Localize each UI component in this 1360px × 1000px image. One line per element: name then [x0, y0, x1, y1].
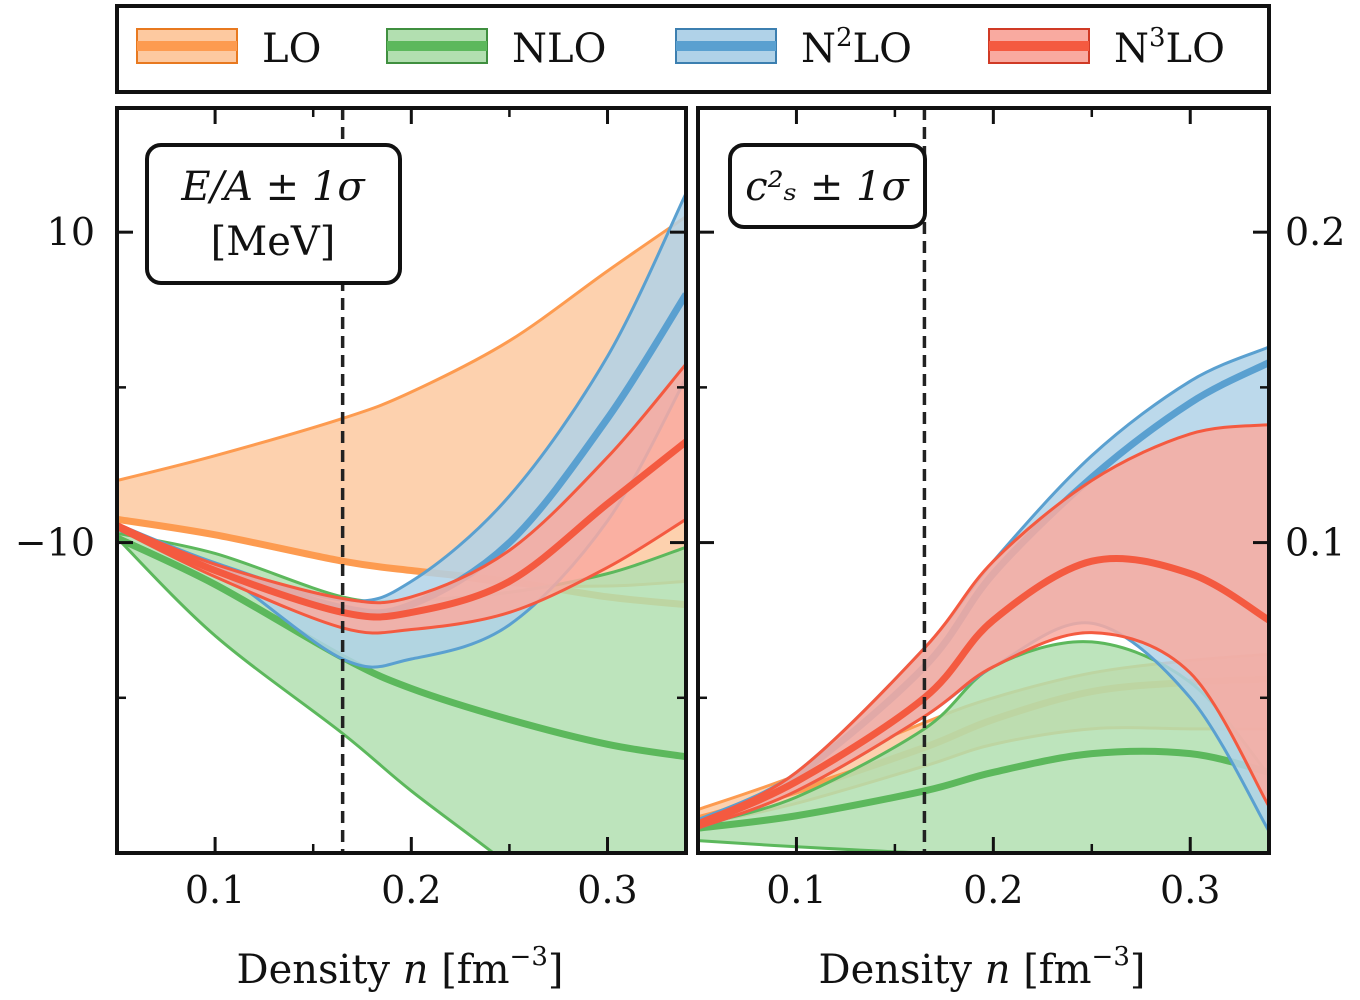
xlabel-energy: Density n [fm−3]: [237, 942, 564, 993]
annotation-box-sound-speed: [728, 143, 927, 229]
plot-frame-energy: [115, 106, 688, 855]
xlabel-sound-speed: Density n [fm−3]: [819, 942, 1146, 993]
annotation-box-energy: [145, 143, 402, 285]
band-lower-edge: [117, 518, 686, 635]
ticks-sound-speed: 0.1 0.2 0.3 0.2 0.1: [698, 108, 1345, 912]
legend-item: N2LO: [675, 23, 912, 72]
median-line: [117, 534, 686, 761]
legend-label-main: NLO: [512, 26, 606, 72]
legend-label: N3LO: [1114, 23, 1225, 72]
legend-label-sup: 2: [836, 23, 853, 53]
annotation-energy-line2: [MeV]: [211, 219, 336, 265]
x-tick-label: 0.2: [963, 868, 1023, 912]
panel-sound-speed: 0.1 0.2 0.3 0.2 0.1 c²ₛ ± 1σ Density n [fm−3…: [696, 106, 1345, 993]
xlabel-energy-main: Density: [237, 947, 403, 993]
legend-label-main: N: [801, 26, 836, 72]
band-lower-edge: [117, 536, 496, 853]
xlabel-energy-sup: −3: [510, 942, 548, 972]
band-upper-edge: [117, 215, 686, 482]
xlabel-sound-speed-main: Density: [819, 947, 985, 993]
y-tick-label: 0.2: [1285, 210, 1345, 254]
xlabel-sound-speed-var: n: [985, 947, 1011, 993]
xlabel-sound-speed-close: ]: [1130, 947, 1146, 993]
panel-energy: 0.1 0.2 0.3 10 −10 E/A ± 1σ [MeV] Density n …: [15, 106, 688, 993]
band-fill: [698, 641, 1269, 853]
legend-label-main: LO: [262, 26, 321, 72]
legend-label: LO: [262, 26, 321, 72]
legend-items: LO NLO N2LO N3LO: [136, 23, 1225, 72]
legend-label-main: N: [1114, 26, 1149, 72]
band-lower-edge: [698, 631, 1269, 830]
x-tick-label: 0.2: [381, 868, 441, 912]
median-line: [698, 747, 1269, 832]
band-n3lo: [117, 363, 686, 635]
legend: LO NLO N2LO N3LO: [115, 4, 1271, 94]
bands-energy: [117, 192, 686, 853]
x-tick-label: 0.3: [577, 868, 637, 912]
legend-item: NLO: [386, 26, 606, 72]
band-n3lo: [698, 423, 1269, 830]
xlabel-energy-var: n: [403, 947, 429, 993]
annotation-energy-line1: E/A ± 1σ: [180, 164, 366, 210]
ticks-energy: 0.1 0.2 0.3 10 −10: [15, 108, 686, 912]
legend-label: N2LO: [801, 23, 912, 72]
xlabel-energy-close: ]: [548, 947, 564, 993]
median-line: [698, 555, 1269, 829]
xlabel-sound-speed-sup: −3: [1092, 942, 1130, 972]
xlabel-sound-speed-unit: [fm: [1010, 947, 1091, 993]
legend-item: LO: [136, 26, 321, 72]
y-tick-label: 0.1: [1285, 521, 1345, 565]
annotation-sound-speed-line1: c²ₛ ± 1σ: [745, 164, 910, 210]
legend-label-sup: 3: [1149, 23, 1166, 53]
band-fill: [117, 364, 686, 634]
annotation-sound-speed: c²ₛ ± 1σ: [728, 143, 927, 229]
y-tick-label: 10: [47, 210, 95, 254]
legend-item: N3LO: [988, 23, 1225, 72]
legend-label: NLO: [512, 26, 606, 72]
bands-sound-speed: [698, 345, 1269, 853]
x-tick-label: 0.1: [185, 868, 245, 912]
x-tick-label: 0.1: [766, 868, 826, 912]
band-upper-edge: [117, 363, 686, 605]
band-upper-edge: [698, 423, 1269, 824]
y-tick-label: −10: [15, 521, 95, 565]
xlabel-energy-unit: [fm: [428, 947, 509, 993]
x-tick-label: 0.3: [1160, 868, 1220, 912]
legend-label-suffix: LO: [853, 26, 912, 72]
median-line: [117, 438, 686, 621]
legend-label-suffix: LO: [1166, 26, 1225, 72]
annotation-energy: E/A ± 1σ [MeV]: [145, 143, 402, 285]
band-nlo: [117, 531, 686, 853]
plot-frame-sound-speed: [696, 106, 1271, 855]
